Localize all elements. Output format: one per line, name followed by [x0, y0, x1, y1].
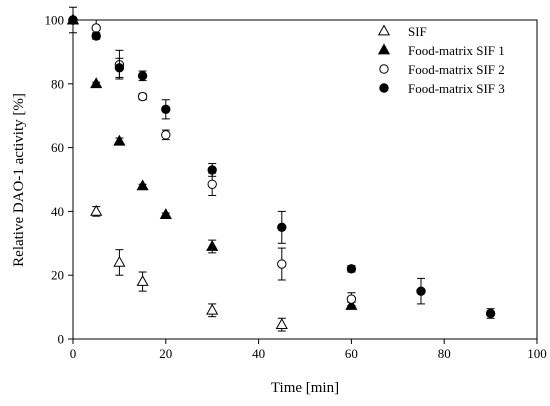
data-point	[346, 264, 357, 274]
data-point	[113, 134, 126, 146]
data-point	[137, 71, 148, 81]
data-point	[346, 294, 357, 304]
x-axis: 0 20 40 60 80 100	[70, 339, 547, 361]
data-point	[485, 308, 496, 319]
data-point	[275, 318, 288, 329]
y-tick-label: 0	[58, 332, 65, 347]
data-point	[161, 104, 171, 115]
legend-label: Food-matrix SIF 2	[408, 62, 505, 77]
data-point	[206, 239, 219, 251]
y-tick-label: 80	[51, 76, 64, 91]
data-point	[416, 286, 426, 296]
data-point	[159, 208, 172, 219]
plot-frame	[72, 19, 538, 340]
series-layer	[66, 6, 496, 332]
data-point	[207, 179, 217, 189]
plot-border	[72, 19, 538, 340]
x-tick-label: 0	[70, 346, 77, 361]
data-point	[90, 204, 103, 216]
y-tick-label: 100	[45, 13, 65, 28]
data-point	[113, 255, 126, 267]
series-1	[66, 13, 288, 332]
data-point	[90, 77, 103, 89]
data-point	[114, 63, 125, 73]
y-tick-label: 60	[51, 140, 64, 155]
x-tick-label: 20	[159, 346, 172, 361]
data-point	[206, 303, 219, 315]
y-axis-title: Relative DAO-1 activity [%]	[11, 93, 27, 267]
legend: SIF Food-matrix SIF 1 Food-matrix SIF 2 Foo…	[377, 24, 505, 96]
y-axis: 0 20 40 60 80 100	[45, 13, 73, 347]
data-point	[91, 31, 101, 41]
x-axis-title: Time [min]	[271, 380, 339, 396]
x-tick-label: 80	[438, 346, 451, 361]
legend-marker	[377, 24, 391, 36]
legend-label: SIF	[408, 24, 427, 39]
series-3	[68, 15, 357, 307]
data-point	[136, 179, 149, 191]
x-tick-label: 100	[527, 346, 547, 361]
data-point	[207, 165, 217, 175]
legend-marker	[379, 64, 389, 74]
legend-marker	[379, 83, 389, 93]
x-tick-label: 60	[345, 346, 358, 361]
legend-label: Food-matrix SIF 3	[408, 81, 505, 96]
data-point	[161, 130, 171, 140]
data-point	[277, 259, 287, 269]
y-tick-label: 20	[51, 268, 64, 283]
series-2	[66, 13, 358, 310]
legend-marker	[377, 43, 391, 55]
series-4	[68, 6, 496, 319]
data-point	[91, 23, 101, 33]
data-point	[136, 275, 149, 286]
data-point	[277, 222, 287, 233]
data-point	[68, 15, 78, 25]
y-tick-label: 40	[51, 204, 64, 219]
data-point	[137, 91, 148, 102]
legend-label: Food-matrix SIF 1	[408, 43, 505, 58]
x-tick-label: 40	[252, 346, 265, 361]
